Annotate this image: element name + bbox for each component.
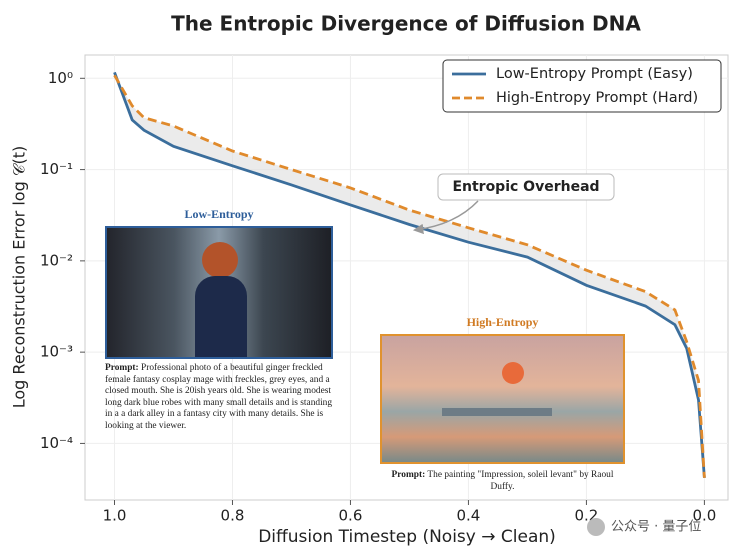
chart-title: The Entropic Divergence of Diffusion DNA bbox=[171, 12, 641, 36]
x-tick-label: 0.8 bbox=[221, 507, 245, 525]
figure-robe bbox=[195, 276, 247, 357]
y-tick-label: 10⁻⁴ bbox=[40, 434, 73, 452]
inset-title: Low-Entropy bbox=[184, 207, 254, 221]
y-axis-label: Log Reconstruction Error log 𝒞(t) bbox=[10, 146, 29, 408]
legend-label: Low-Entropy Prompt (Easy) bbox=[496, 66, 693, 82]
y-tick-label: 10⁻¹ bbox=[40, 160, 73, 178]
bridge bbox=[442, 408, 552, 416]
prompt: Professional photo of a beautiful ginger… bbox=[105, 363, 333, 431]
annotation: Entropic Overhead bbox=[452, 179, 599, 195]
legend-label: High-Entropy Prompt (Hard) bbox=[496, 90, 698, 106]
figure-hair bbox=[202, 242, 238, 278]
y-tick-label: 10⁻² bbox=[40, 251, 73, 269]
legend bbox=[442, 59, 722, 113]
x-axis-label: Diffusion Timestep (Noisy → Clean) bbox=[258, 527, 556, 547]
inset-caption: Prompt: The painting "Impression, soleil… bbox=[380, 470, 625, 493]
inset-caption: Prompt: Professional photo of a beautifu… bbox=[105, 363, 333, 433]
series-line bbox=[113, 74, 706, 478]
prompt-label: Prompt: bbox=[391, 470, 426, 480]
watermark-icon bbox=[587, 518, 605, 536]
x-tick-label: 1.0 bbox=[103, 507, 127, 525]
overhead-band bbox=[114, 72, 705, 478]
inset-low: Low-Entropy Prompt: Professional photo o… bbox=[105, 207, 333, 433]
y-tick-label: 10⁻³ bbox=[40, 343, 73, 361]
inset-image bbox=[380, 334, 625, 464]
x-tick-label: 0.0 bbox=[692, 507, 716, 525]
series-line bbox=[113, 71, 706, 478]
sun bbox=[502, 362, 524, 384]
annotation-box bbox=[437, 173, 615, 201]
watermark: 公众号 · 量子位 bbox=[611, 520, 701, 535]
inset-title: High-Entropy bbox=[466, 315, 539, 329]
y-tick-label: 10⁰ bbox=[48, 69, 73, 87]
x-tick-label: 0.4 bbox=[457, 507, 481, 525]
prompt-label: Prompt: bbox=[105, 363, 139, 373]
annotation-arrow bbox=[412, 200, 479, 235]
inset-image bbox=[105, 226, 333, 359]
prompt: The painting "Impression, soleil levant"… bbox=[427, 470, 614, 492]
inset-high: High-Entropy Prompt: The painting "Impre… bbox=[380, 315, 625, 493]
x-tick-label: 0.6 bbox=[339, 507, 363, 525]
